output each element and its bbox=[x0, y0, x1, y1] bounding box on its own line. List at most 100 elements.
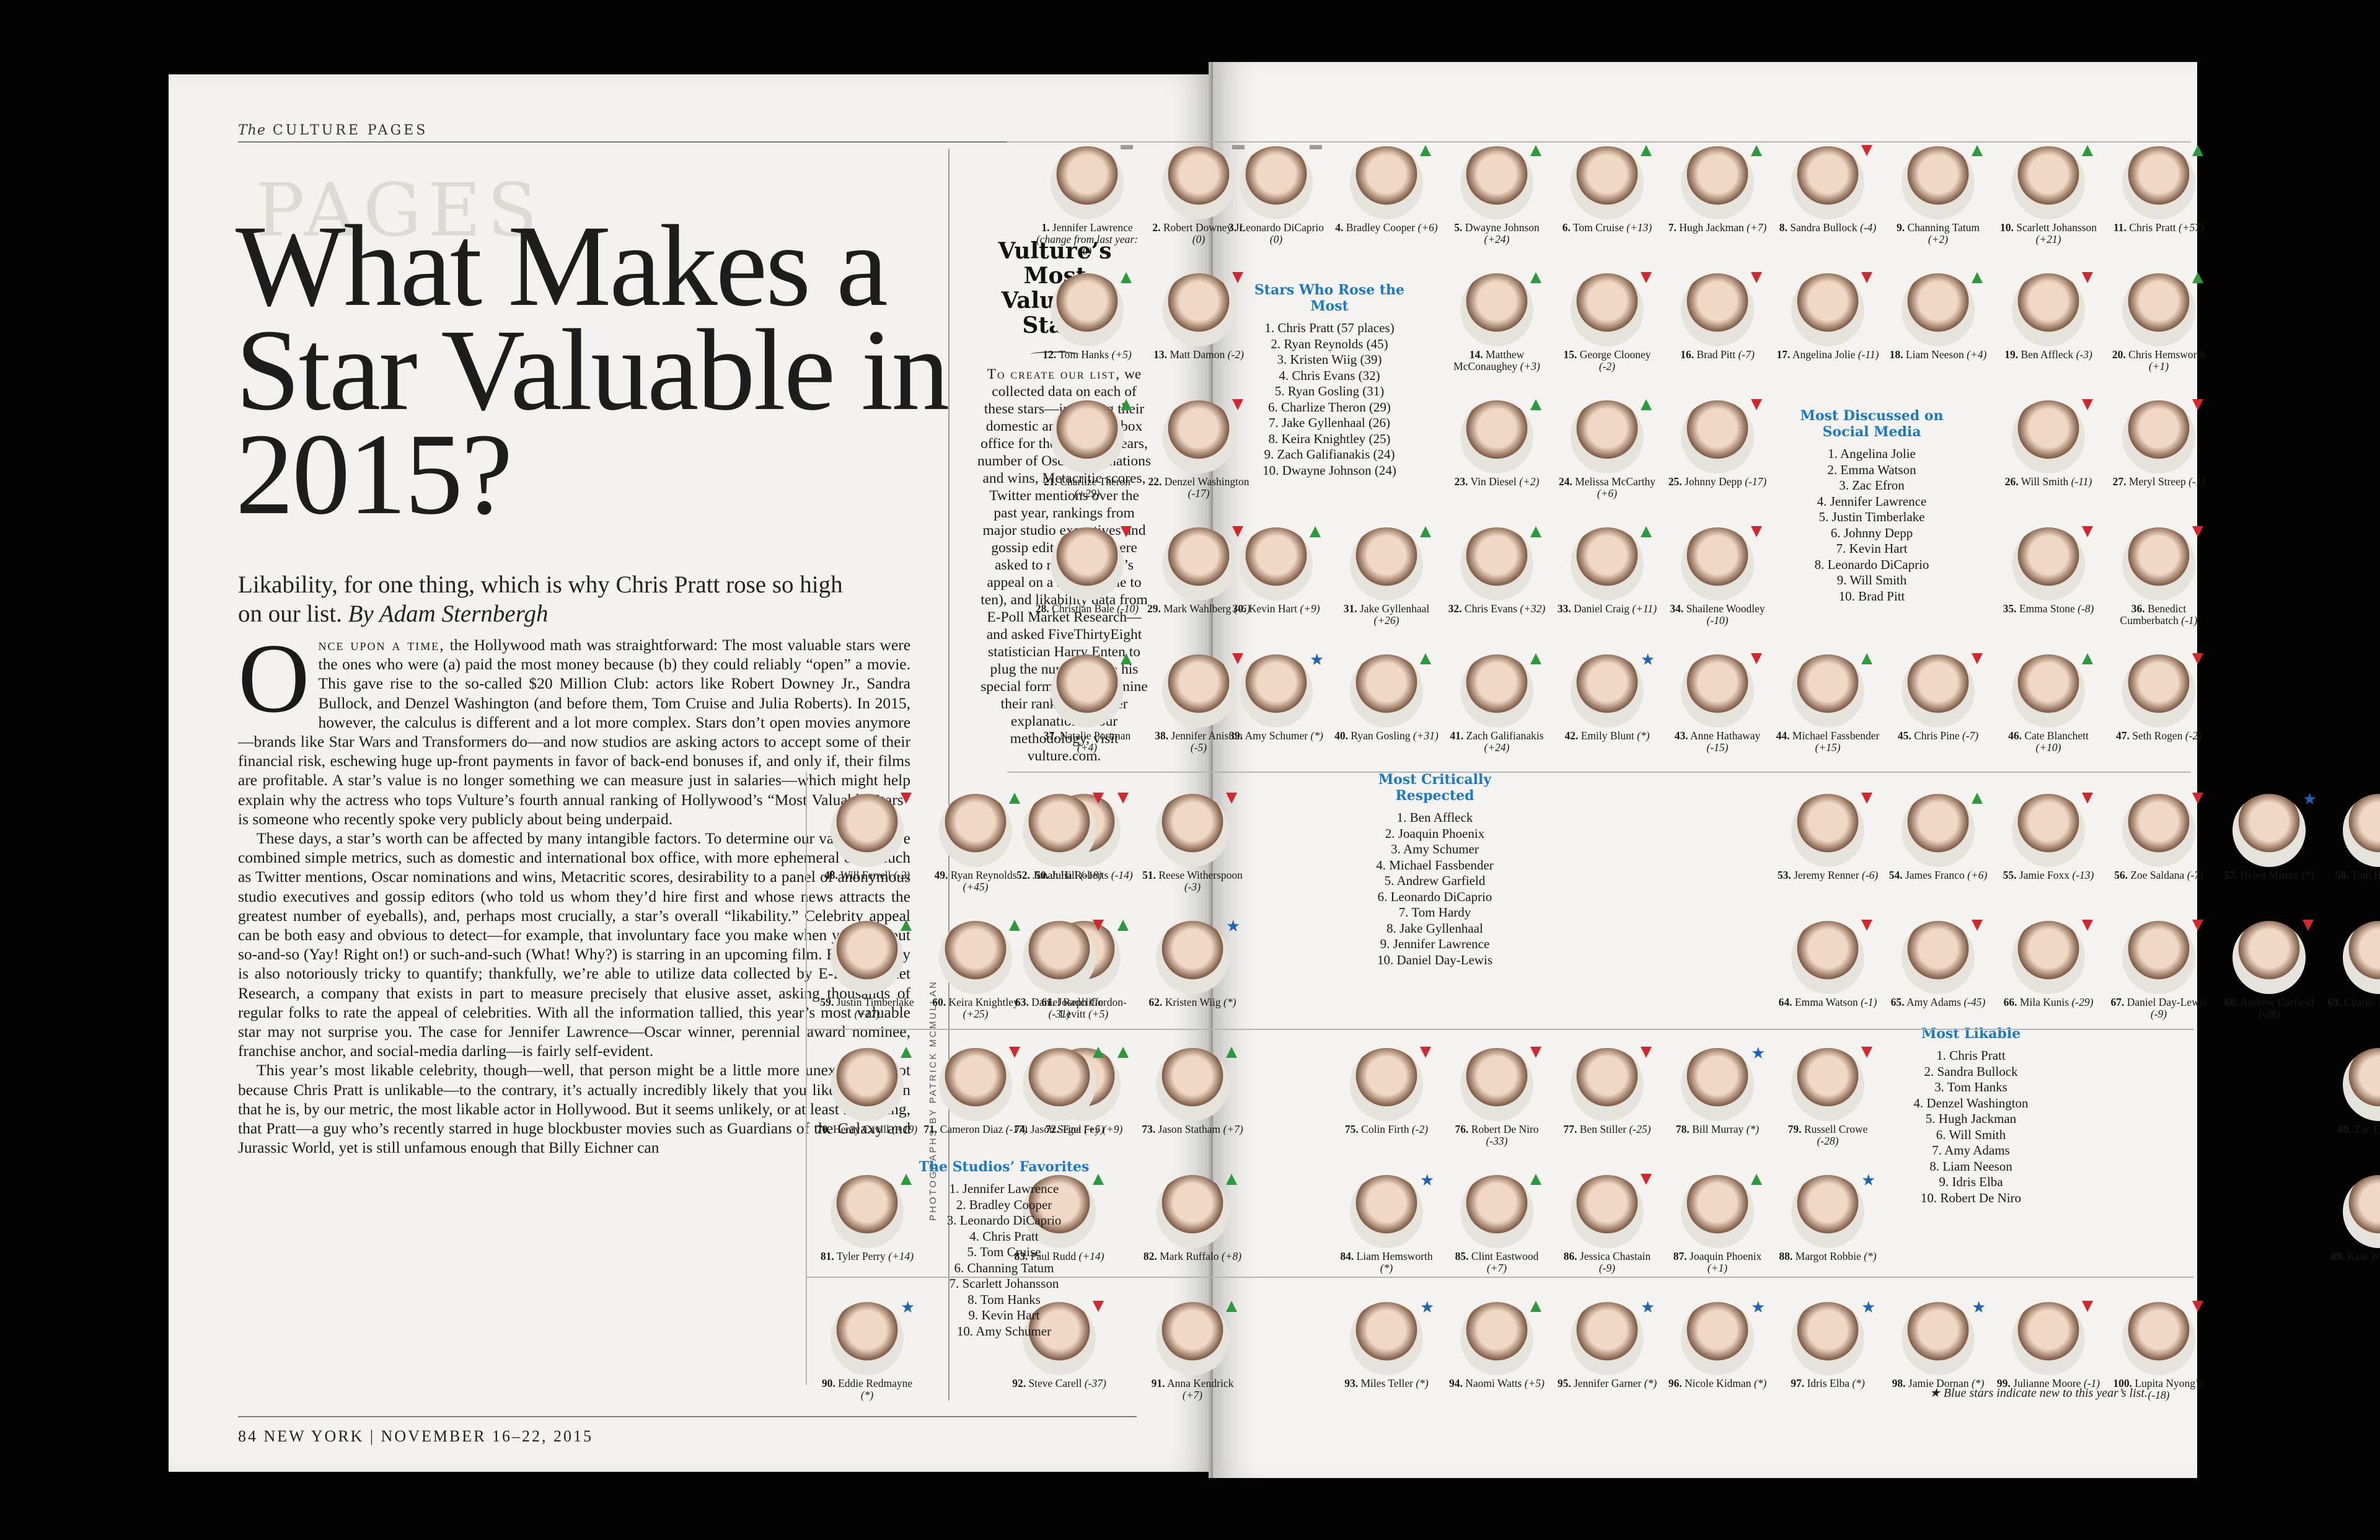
rank-down-icon bbox=[1972, 653, 1983, 664]
star-name: Mark Ruffalo bbox=[1157, 1250, 1222, 1262]
star-label: 56. Zoe Saldana (-7) bbox=[2107, 869, 2211, 881]
star-entry: 43. Anne Hathaway (-15) bbox=[1665, 649, 1770, 786]
new-star-icon: ★ bbox=[1420, 1171, 1435, 1190]
star-entry: 8. Sandra Bullock (-4) bbox=[1776, 141, 1880, 278]
star-photo bbox=[1023, 921, 1096, 994]
star-rank: 21. bbox=[1043, 475, 1057, 488]
star-rank: 77. bbox=[1563, 1123, 1577, 1135]
star-rank: 55. bbox=[2003, 869, 2017, 881]
star-label: 52. Jonah Hill (-18) bbox=[1007, 869, 1111, 881]
star-label: 29. Mark Wahlberg (-6) bbox=[1147, 603, 1251, 615]
list-item: 10. Brad Pitt bbox=[1838, 588, 1905, 604]
star-entry: 71. Cameron Diaz (-17) bbox=[923, 1043, 1028, 1179]
rank-up-icon bbox=[1530, 526, 1541, 537]
rank-change: (-13) bbox=[2072, 869, 2094, 881]
rank-down-icon bbox=[1232, 526, 1243, 537]
list-item: 4. Michael Fassbender bbox=[1376, 857, 1494, 873]
star-label: 69. Charlie Hunnam (*) bbox=[2327, 997, 2380, 1008]
star-entry: 9. Channing Tatum (+2) bbox=[1886, 141, 1990, 278]
star-rank: 83. bbox=[1014, 1250, 1028, 1262]
list-item: 9. Zach Galifianakis (24) bbox=[1264, 447, 1395, 462]
rank-change: (-3) bbox=[1184, 881, 1201, 893]
rank-down-icon bbox=[2082, 526, 2093, 537]
rank-change: (+6) bbox=[1967, 869, 1988, 881]
rank-change: (-15) bbox=[1706, 741, 1729, 754]
list-item: 6. Will Smith bbox=[1936, 1127, 2006, 1142]
star-rank: 91. bbox=[1151, 1377, 1165, 1389]
star-name: Jeremy Renner bbox=[1791, 869, 1862, 881]
star-name: Justin Timberlake bbox=[834, 996, 914, 1008]
star-entry: 55. Jamie Foxx (-13) bbox=[1996, 789, 2100, 925]
rank-down-icon bbox=[2192, 653, 2203, 664]
rank-change: (-28) bbox=[1817, 1135, 1839, 1147]
star-rank: 9. bbox=[1896, 221, 1905, 234]
grid-rule bbox=[1007, 141, 2191, 143]
star-rank: 45. bbox=[1897, 729, 1911, 742]
star-entry: 36. Benedict Cumberbatch (-1) bbox=[2107, 522, 2211, 659]
star-entry: ★ 88. Margot Robbie (*) bbox=[1776, 1170, 1880, 1306]
list-item: 7. Scarlett Johansson bbox=[949, 1276, 1059, 1291]
star-name: Liam Neeson bbox=[1903, 348, 1967, 361]
star-photo bbox=[831, 921, 904, 994]
star-entry: 67. Daniel Day-Lewis (-9) bbox=[2107, 916, 2211, 1052]
star-rank: 64. bbox=[1778, 996, 1792, 1008]
rank-down-icon bbox=[1751, 526, 1762, 537]
star-rank: 13. bbox=[1153, 348, 1167, 361]
star-name: Colin Firth bbox=[1358, 1123, 1412, 1135]
star-entry: 5. Dwayne Johnson (+24) bbox=[1445, 141, 1549, 278]
star-photo bbox=[1460, 1175, 1533, 1248]
star-rank: 49. bbox=[934, 869, 948, 881]
star-entry: 32. Chris Evans (+32) bbox=[1445, 522, 1549, 659]
rank-change: (*) bbox=[1637, 729, 1650, 742]
list-item: 4. Denzel Washington bbox=[1913, 1095, 2029, 1111]
star-photo bbox=[1240, 146, 1313, 219]
star-name: Daniel Radcliffe bbox=[1028, 996, 1104, 1008]
rank-up-icon bbox=[1226, 1047, 1237, 1058]
rank-down-icon bbox=[1861, 145, 1872, 156]
star-rank: 60. bbox=[932, 996, 946, 1008]
star-rank: 51. bbox=[1142, 869, 1156, 881]
star-label: 64. Emma Watson (-1) bbox=[1776, 997, 1880, 1008]
star-name: Denzel Washington bbox=[1161, 475, 1250, 488]
new-star-icon: ★ bbox=[1310, 651, 1324, 669]
star-label: 37. Natalie Portman (+4) bbox=[1035, 730, 1139, 754]
star-photo bbox=[1023, 1048, 1096, 1121]
rank-up-icon bbox=[1117, 1047, 1129, 1058]
star-entry: 81. Tyler Perry (+14) bbox=[815, 1170, 919, 1306]
paragraph-2: These days, a star’s worth can be affect… bbox=[238, 829, 910, 1060]
star-name: Chris Hemsworth bbox=[2125, 348, 2206, 361]
list-item: 3. Amy Schumer bbox=[1391, 842, 1479, 856]
star-entry: 38. Jennifer Aniston (-5) bbox=[1147, 649, 1251, 786]
star-name: Paul Rudd bbox=[1028, 1250, 1079, 1262]
left-page: The CULTURE PAGES PAGES What Makes a Sta… bbox=[169, 74, 1213, 1472]
star-label: 30. Kevin Hart (+9) bbox=[1224, 603, 1328, 615]
star-name: Daniel Day-Lewis bbox=[2124, 996, 2207, 1008]
list-item: 10. Robert De Niro bbox=[1920, 1190, 2022, 1205]
star-photo bbox=[1902, 273, 1975, 346]
list-item: 7. Amy Adams bbox=[1932, 1143, 2010, 1158]
star-label: 4. Bradley Cooper (+6) bbox=[1334, 222, 1439, 234]
star-rank: 11. bbox=[2113, 221, 2127, 234]
star-rank: 33. bbox=[1557, 602, 1571, 615]
rank-change: (+21) bbox=[2035, 233, 2061, 245]
star-rank: 88. bbox=[1779, 1250, 1793, 1262]
star-rank: 52. bbox=[1016, 869, 1030, 881]
star-photo bbox=[2343, 1048, 2380, 1121]
star-name: Ben Affleck bbox=[2018, 348, 2076, 361]
star-entry: 66. Mila Kunis (-29) bbox=[1996, 916, 2100, 1052]
star-entry: ★ 96. Nicole Kidman (*) bbox=[1665, 1297, 1770, 1433]
legend-note: ★ Blue stars indicate new to this year’s… bbox=[1929, 1386, 2148, 1400]
rank-change: (-33) bbox=[1486, 1135, 1508, 1147]
star-name: Ryan Reynolds bbox=[948, 869, 1017, 881]
star-name: Henry Cavill bbox=[830, 1123, 892, 1135]
rank-up-icon bbox=[901, 920, 912, 931]
star-rank: 35. bbox=[2003, 602, 2017, 615]
list-item: 10. Amy Schumer bbox=[956, 1323, 1052, 1339]
star-name: Tom Hanks bbox=[1056, 348, 1112, 361]
byline: By Adam Sternbergh bbox=[348, 601, 549, 627]
star-rank: 81. bbox=[820, 1250, 834, 1262]
star-photo bbox=[1571, 273, 1644, 346]
rank-change: (+11) bbox=[1632, 602, 1657, 615]
star-photo bbox=[1162, 273, 1235, 346]
